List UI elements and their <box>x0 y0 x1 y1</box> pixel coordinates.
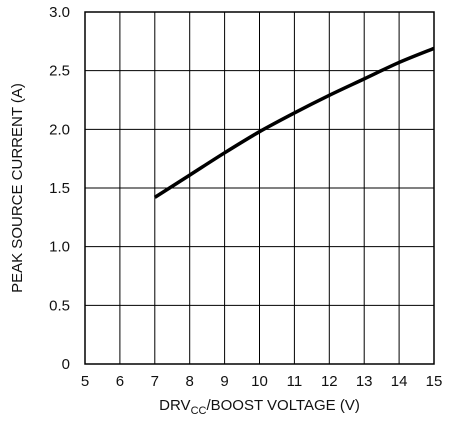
x-tick-label: 12 <box>321 373 338 390</box>
y-tick-label: 2.5 <box>49 63 70 80</box>
x-tick-label: 15 <box>426 373 443 390</box>
x-tick-label: 13 <box>356 373 373 390</box>
x-axis-label: DRVCC/BOOST VOLTAGE (V) <box>159 397 360 417</box>
x-tick-label: 7 <box>151 373 159 390</box>
x-tick-label: 5 <box>81 373 89 390</box>
x-tick-label: 14 <box>391 373 408 390</box>
tick-labels: 5 6 7 8 9 10 11 12 13 14 15 0 0.5 1.0 1.5 2.0 2.5 3.0 <box>49 4 442 390</box>
series <box>153 46 435 199</box>
x-tick-label: 10 <box>251 373 268 390</box>
y-tick-label: 1.0 <box>49 239 70 256</box>
x-tick-label: 6 <box>116 373 124 390</box>
grid <box>85 12 434 364</box>
series-line <box>153 46 435 199</box>
y-tick-label: 3.0 <box>49 4 70 21</box>
y-tick-label: 1.5 <box>49 180 70 197</box>
y-tick-label: 0.5 <box>49 297 70 314</box>
y-axis-label: PEAK SOURCE CURRENT (A) <box>9 83 26 293</box>
y-tick-label: 2.0 <box>49 121 70 138</box>
x-tick-label: 8 <box>186 373 194 390</box>
y-tick-label: 0 <box>62 356 70 373</box>
x-tick-label: 9 <box>220 373 228 390</box>
x-tick-label: 11 <box>287 373 303 390</box>
plot-frame <box>84 11 435 365</box>
